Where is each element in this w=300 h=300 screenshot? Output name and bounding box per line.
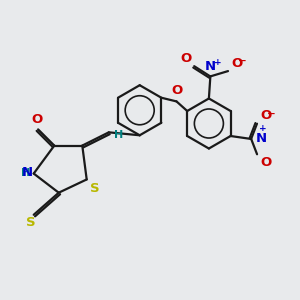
Text: O: O bbox=[261, 156, 272, 169]
Text: S: S bbox=[26, 216, 36, 229]
Text: +: + bbox=[259, 124, 267, 133]
Text: S: S bbox=[90, 182, 99, 195]
Text: −: − bbox=[266, 108, 275, 118]
Text: −: − bbox=[238, 56, 246, 66]
Text: O: O bbox=[31, 113, 42, 126]
Text: H: H bbox=[114, 130, 123, 140]
Text: N: N bbox=[256, 132, 267, 145]
Text: O: O bbox=[232, 57, 243, 70]
Text: O: O bbox=[180, 52, 191, 64]
Text: N: N bbox=[22, 166, 33, 179]
Text: H: H bbox=[21, 168, 30, 178]
Text: O: O bbox=[171, 84, 182, 97]
Text: N: N bbox=[205, 60, 216, 74]
Text: O: O bbox=[261, 109, 272, 122]
Text: +: + bbox=[214, 58, 222, 67]
